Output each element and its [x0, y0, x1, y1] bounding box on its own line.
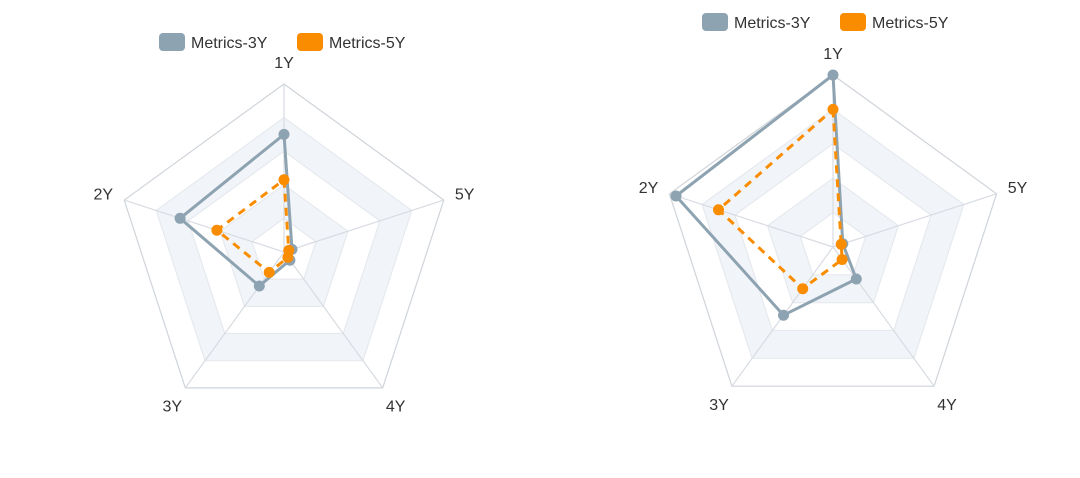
data-point-metrics-5y-1y[interactable] [827, 103, 839, 115]
series-line-metrics-5y [215, 178, 291, 274]
data-point-metrics-5y-2y[interactable] [713, 204, 724, 216]
data-point-metrics-5y-2y[interactable] [211, 224, 223, 236]
legend-item-metrics-5y[interactable]: Metrics-5Y [297, 33, 406, 52]
radar-chart-2: 1Y 5Y 4Y 3Y 2Y Metrics-3Y Metrics-5Y [639, 13, 1028, 414]
data-point-metrics-3y-4y[interactable] [850, 273, 862, 285]
data-point-metrics-3y-1y[interactable] [278, 128, 290, 140]
legend: Metrics-3Y Metrics-5Y [159, 33, 406, 52]
axis-line [283, 251, 384, 389]
axis-label-2y: 2Y [639, 180, 659, 197]
axis-label-4y: 4Y [386, 399, 406, 416]
axis-label-3y: 3Y [709, 397, 729, 414]
data-point-metrics-5y-4y[interactable] [282, 251, 294, 263]
split-line [251, 217, 317, 280]
data-point-metrics-3y-3y[interactable] [253, 280, 265, 292]
axis-label-2y: 2Y [94, 186, 114, 203]
legend-swatch [159, 33, 185, 51]
legend-item-metrics-5y[interactable]: Metrics-5Y [840, 13, 949, 32]
axis-line [283, 199, 444, 253]
data-point-metrics-3y-2y[interactable] [174, 212, 186, 224]
legend-label: Metrics-5Y [872, 15, 949, 32]
legend-swatch [702, 13, 728, 31]
legend: Metrics-3Y Metrics-5Y [702, 13, 949, 32]
split-line [123, 83, 445, 389]
axis-label-4y: 4Y [937, 397, 957, 414]
axis-line [669, 193, 834, 248]
axis-label-1y: 1Y [823, 46, 843, 63]
split-line [734, 143, 932, 332]
data-point-metrics-5y-3y[interactable] [263, 266, 275, 278]
axis-label-1y: 1Y [274, 55, 294, 72]
series-line-metrics-3y [674, 73, 858, 317]
split-line [766, 177, 900, 304]
split-line [187, 150, 381, 335]
split-line [668, 74, 998, 387]
axis-line [832, 246, 935, 387]
legend-swatch [297, 33, 323, 51]
legend-label: Metrics-3Y [734, 15, 811, 32]
split-line [701, 108, 965, 359]
split-line [155, 116, 413, 362]
data-point-metrics-3y-1y[interactable] [827, 69, 839, 81]
legend-item-metrics-3y[interactable]: Metrics-3Y [159, 33, 268, 52]
legend-label: Metrics-5Y [329, 35, 406, 52]
data-point-metrics-5y-1y[interactable] [278, 174, 290, 186]
axis-label-5y: 5Y [1008, 180, 1028, 197]
legend-item-metrics-3y[interactable]: Metrics-3Y [702, 13, 811, 32]
axis-line [832, 193, 997, 248]
data-point-metrics-3y-3y[interactable] [778, 309, 789, 321]
radar-chart-1: 1Y 5Y 4Y 3Y 2Y Metrics-3Y Metrics-5Y [94, 33, 475, 416]
axis-label-5y: 5Y [455, 186, 475, 203]
axis-label-3y: 3Y [163, 399, 183, 416]
axis-line [124, 199, 285, 253]
data-point-metrics-5y-5y[interactable] [835, 238, 847, 250]
split-line [799, 211, 867, 276]
legend-swatch [840, 13, 866, 31]
data-point-metrics-5y-4y[interactable] [836, 254, 848, 265]
data-point-metrics-3y-2y[interactable] [670, 190, 682, 202]
series-line-metrics-5y [717, 107, 844, 291]
legend-label: Metrics-3Y [191, 35, 268, 52]
split-line [219, 184, 349, 307]
data-point-metrics-5y-3y[interactable] [797, 283, 809, 295]
